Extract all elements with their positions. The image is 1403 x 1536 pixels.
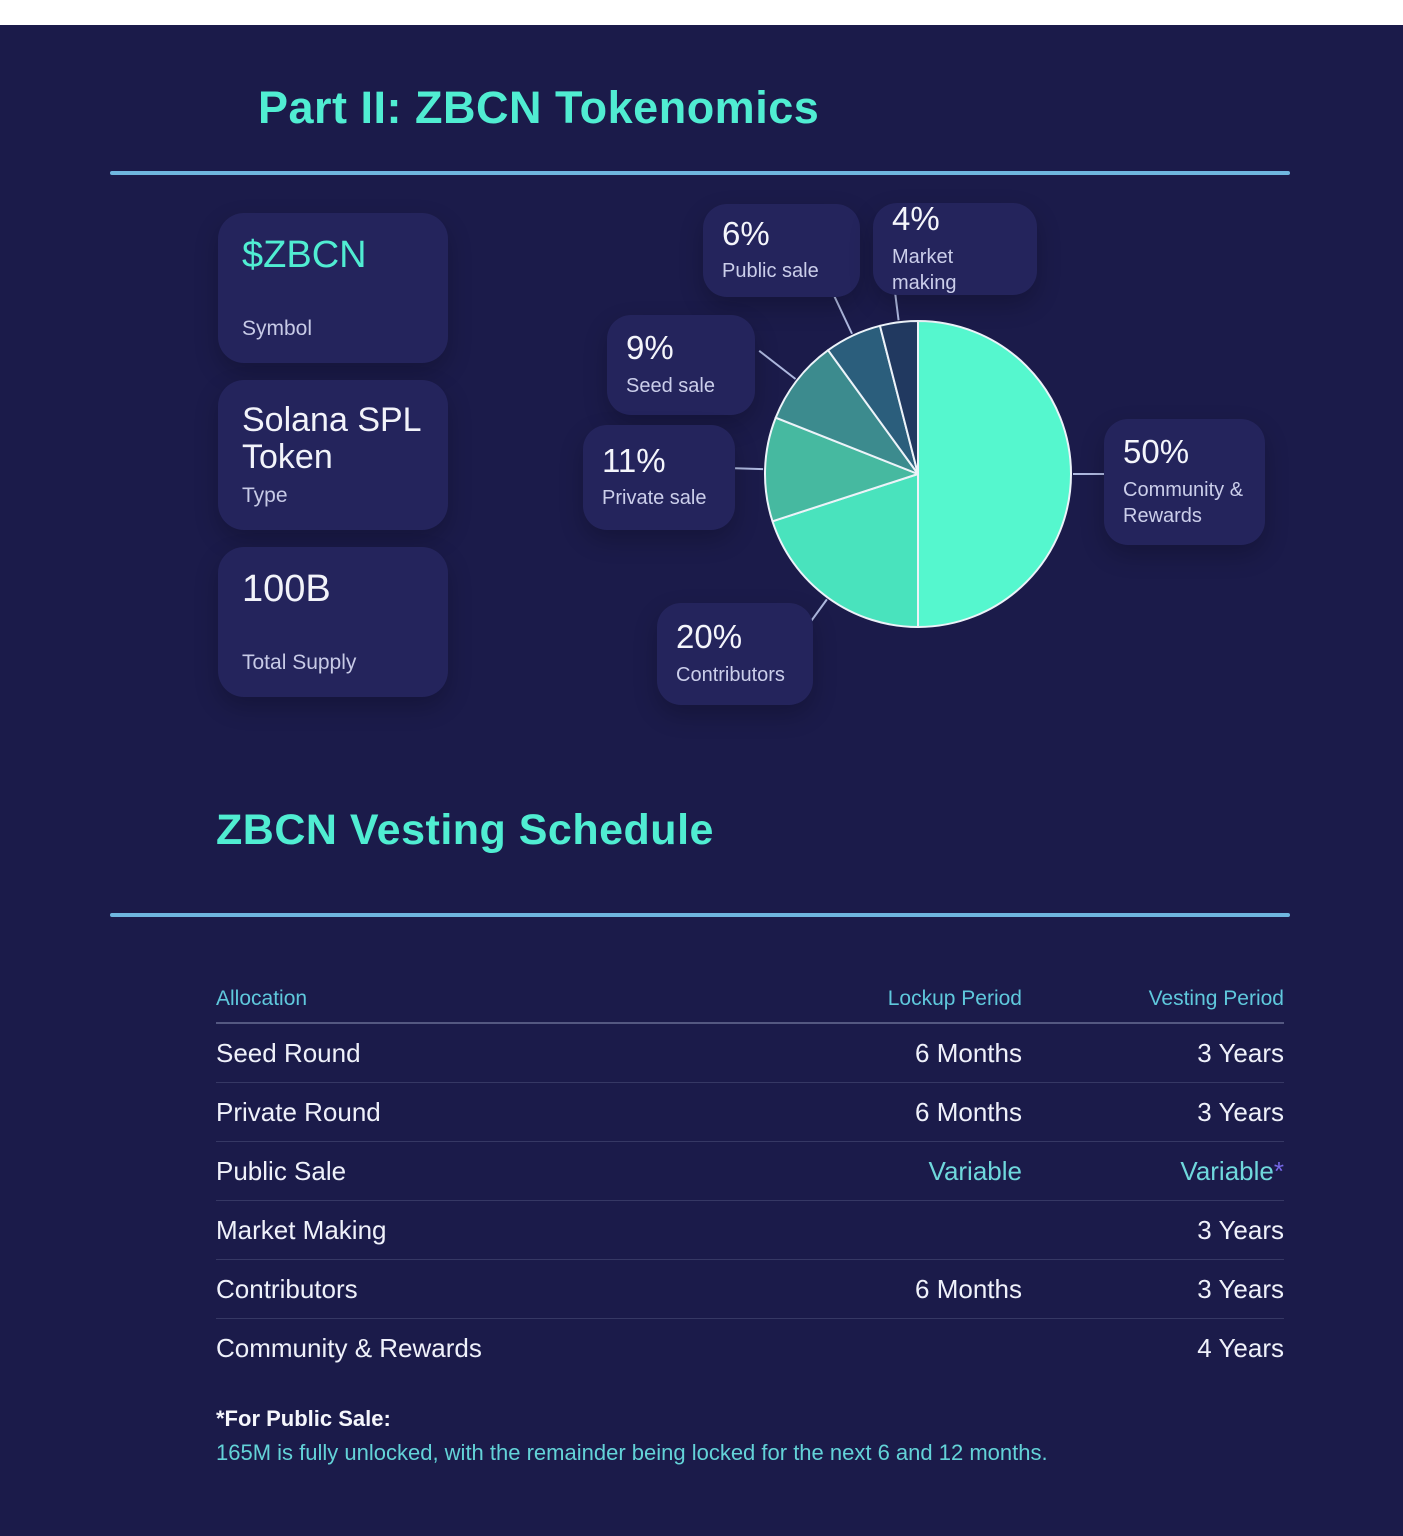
callout-contributors: 20% Contributors xyxy=(657,603,813,705)
allocation-pie-chart xyxy=(735,268,1107,641)
pie-slice-private-sale xyxy=(764,416,919,523)
footnote: *For Public Sale: 165M is fully unlocked… xyxy=(216,1406,1048,1466)
leader-line xyxy=(735,467,764,471)
pie-slice-contributors xyxy=(771,473,919,628)
private-sale-percent: 11% xyxy=(602,441,666,479)
pie-slice-market-making xyxy=(878,320,919,475)
seed-sale-percent: 9% xyxy=(626,329,674,367)
vesting-period-value: 3 Years xyxy=(1197,1096,1284,1127)
table-row: Community & Rewards 4 Years xyxy=(216,1319,1284,1377)
token-symbol-value: $ZBCN xyxy=(242,234,367,276)
token-info-cards: $ZBCN Symbol Solana SPL Token Type 100B … xyxy=(218,213,448,714)
vesting-period-value: 3 Years xyxy=(1197,1037,1284,1068)
public-sale-percent: 6% xyxy=(722,214,770,252)
allocation-cell: Community & Rewards xyxy=(216,1332,482,1363)
vesting-period-cell: 4 Years xyxy=(1022,1333,1284,1364)
lockup-period-cell: 6 Months xyxy=(915,1273,1022,1304)
seed-sale-label: Seed sale xyxy=(626,374,715,397)
callout-seed-sale: 9% Seed sale xyxy=(607,315,755,415)
symbol-card: $ZBCN Symbol xyxy=(218,213,448,363)
token-type-label: Type xyxy=(242,484,288,507)
pie-slice-community-rewards xyxy=(917,320,1072,628)
page-title: Part II: ZBCN Tokenomics xyxy=(258,82,820,133)
token-symbol-label: Symbol xyxy=(242,317,313,340)
callout-public-sale: 6% Public sale xyxy=(703,204,860,297)
lockup-period-cell: Variable xyxy=(928,1155,1022,1186)
supply-card: 100B Total Supply xyxy=(218,547,448,697)
vesting-schedule-title: ZBCN Vesting Schedule xyxy=(216,806,714,854)
vesting-period-value: 3 Years xyxy=(1197,1273,1284,1304)
vesting-period-cell: 3 Years xyxy=(1022,1097,1284,1128)
vesting-period-value: Variable xyxy=(1180,1155,1274,1186)
allocation-cell: Contributors xyxy=(216,1273,358,1304)
vesting-period-cell: 3 Years xyxy=(1022,1274,1284,1305)
pie-slice-seed-sale xyxy=(774,349,919,475)
vesting-period-value: 4 Years xyxy=(1197,1332,1284,1363)
allocation-cell: Public Sale xyxy=(216,1155,347,1186)
header-lockup-period: Lockup Period xyxy=(887,987,1022,1010)
table-row: Contributors 6 Months 3 Years xyxy=(216,1260,1284,1319)
table-body: Seed Round 6 Months 3 Years Private Round 6 … xyxy=(216,1024,1284,1377)
allocation-cell: Private Round xyxy=(216,1096,381,1127)
token-type-value: Solana SPL Token xyxy=(242,401,421,476)
lockup-period-cell: 6 Months xyxy=(915,1037,1022,1068)
callout-community-rewards: 50% Community & Rewards xyxy=(1104,419,1265,545)
callout-private-sale: 11% Private sale xyxy=(583,425,735,530)
token-supply-value: 100B xyxy=(242,568,331,610)
header-vesting-period: Vesting Period xyxy=(1148,987,1284,1010)
divider-line xyxy=(110,913,1290,917)
divider-line xyxy=(110,171,1290,175)
allocation-cell: Market Making xyxy=(216,1214,387,1245)
public-sale-label: Public sale xyxy=(722,260,819,283)
vesting-period-value: 3 Years xyxy=(1197,1214,1284,1245)
market-making-label: Market making xyxy=(892,245,957,294)
footnote-asterisk: * xyxy=(1273,1155,1284,1186)
token-supply-label: Total Supply xyxy=(242,651,357,674)
table-row: Market Making 3 Years xyxy=(216,1201,1284,1260)
community-rewards-label: Community & Rewards xyxy=(1123,478,1244,527)
table-header-row: Allocation Lockup Period Vesting Period xyxy=(216,976,1284,1024)
header-allocation: Allocation xyxy=(216,987,308,1010)
type-card: Solana SPL Token Type xyxy=(218,380,448,530)
vesting-table: Allocation Lockup Period Vesting Period … xyxy=(216,976,1284,1377)
contributors-percent: 20% xyxy=(676,618,743,656)
allocation-cell: Seed Round xyxy=(216,1037,361,1068)
market-making-percent: 4% xyxy=(892,200,940,238)
vesting-period-cell: 3 Years xyxy=(1022,1038,1284,1069)
table-row: Seed Round 6 Months 3 Years xyxy=(216,1024,1284,1083)
contributors-label: Contributors xyxy=(676,663,785,686)
callout-market-making: 4% Market making xyxy=(873,200,1037,295)
table-row: Private Round 6 Months 3 Years xyxy=(216,1083,1284,1142)
footnote-title: *For Public Sale: xyxy=(216,1406,391,1431)
footnote-text: 165M is fully unlocked, with the remaind… xyxy=(216,1440,1048,1465)
vesting-period-cell: 3 Years xyxy=(1022,1215,1284,1246)
table-row: Public Sale Variable Variable* xyxy=(216,1142,1284,1201)
vesting-period-cell: Variable* xyxy=(1022,1156,1284,1187)
private-sale-label: Private sale xyxy=(602,487,707,510)
community-rewards-percent: 50% xyxy=(1123,433,1190,471)
leader-line xyxy=(758,350,797,380)
lockup-period-cell: 6 Months xyxy=(915,1096,1022,1127)
tokenomics-panel: Part II: ZBCN Tokenomics $ZBCN Symbol So… xyxy=(0,25,1403,1536)
